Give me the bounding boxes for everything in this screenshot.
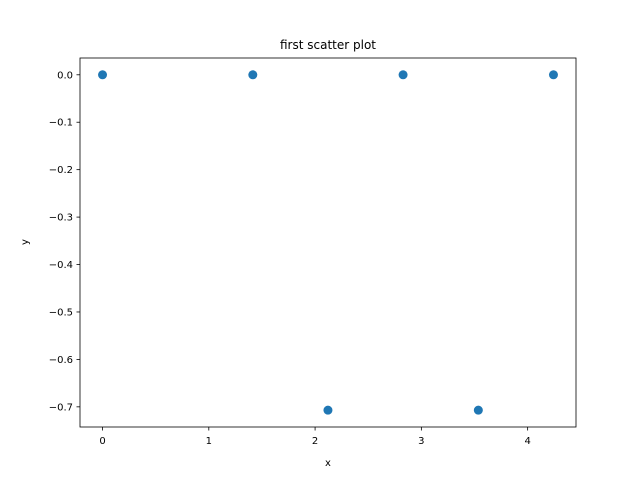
scatter-point (323, 405, 333, 415)
y-axis-label: y (20, 239, 31, 245)
y-tick-label: −0.7 (49, 402, 73, 413)
scatter-point (398, 70, 408, 80)
plot-frame (79, 57, 577, 428)
x-axis-ticks: 0 1 2 3 4 (99, 427, 531, 447)
x-tick-label: 2 (312, 436, 318, 447)
scatter-point (248, 70, 258, 80)
scatter-point (473, 405, 483, 415)
x-tick-label: 3 (418, 436, 424, 447)
data-points (98, 70, 558, 415)
x-axis-label: x (325, 458, 331, 469)
y-tick-label: −0.3 (49, 213, 73, 224)
y-tick-label: 0.0 (57, 70, 73, 81)
scatter-point (548, 70, 558, 80)
y-axis-ticks: 0.0 −0.1 −0.2 −0.3 −0.4 −0.5 −0.6 −0.7 (49, 70, 80, 413)
y-tick-label: −0.1 (49, 118, 73, 129)
y-tick-label: −0.4 (49, 260, 73, 271)
y-tick-label: −0.6 (49, 355, 73, 366)
x-tick-label: 4 (524, 436, 530, 447)
scatter-point (98, 70, 108, 80)
y-tick-label: −0.5 (49, 307, 73, 318)
chart-title: first scatter plot (280, 38, 376, 52)
x-tick-label: 1 (206, 436, 212, 447)
x-tick-label: 0 (99, 436, 105, 447)
y-tick-label: −0.2 (49, 165, 73, 176)
